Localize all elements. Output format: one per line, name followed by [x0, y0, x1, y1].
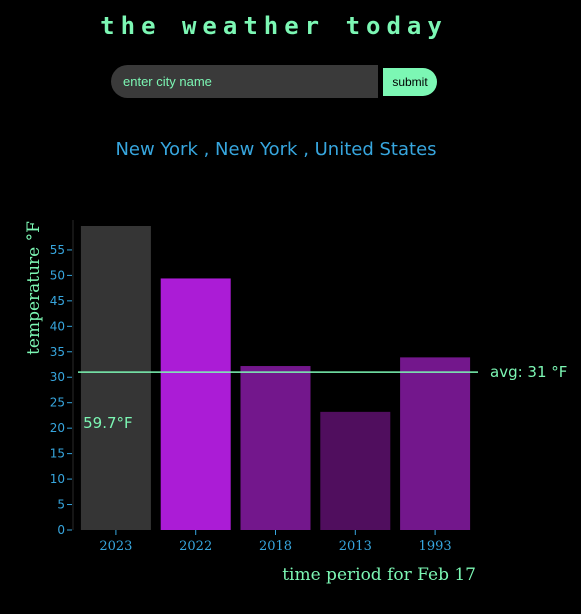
- y-axis-title: temperature °F: [24, 221, 44, 355]
- data-labels-layer: 59.7°F: [83, 414, 133, 432]
- average-label: avg: 31 °F: [490, 363, 567, 381]
- y-tick-label: 25: [50, 396, 65, 410]
- bar-2018: [240, 366, 311, 530]
- axes-layer: 2023 2022 2018 2013 1993 0 5 10 15 20 25 30 35 40 45 50…: [24, 220, 476, 585]
- y-tick-label: 50: [50, 268, 65, 282]
- y-tick-label: 35: [50, 345, 65, 359]
- submit-button[interactable]: submit: [383, 68, 437, 96]
- average-layer: avg: 31 °F: [78, 363, 567, 381]
- location-text: New York , New York , United States: [115, 139, 437, 160]
- y-tick-label: 5: [57, 498, 65, 512]
- bar-1993: [400, 357, 471, 530]
- bar-data-label: 59.7°F: [83, 414, 133, 432]
- y-tick-label: 10: [50, 472, 65, 486]
- y-tick-label: 20: [50, 421, 65, 435]
- y-tick-label: 15: [50, 447, 65, 461]
- x-tick-label: 2018: [259, 539, 292, 554]
- city-search-input[interactable]: [111, 65, 378, 98]
- x-tick-label: 1993: [419, 539, 452, 554]
- bar-2023: [80, 226, 151, 530]
- x-tick-label: 2023: [99, 539, 132, 554]
- y-tick-label: 40: [50, 319, 65, 333]
- bars-layer: [80, 226, 471, 530]
- bar-2022: [160, 278, 231, 530]
- x-axis-title: time period for Feb 17: [282, 565, 476, 585]
- y-tick-label: 0: [57, 523, 65, 537]
- y-tick-label: 45: [50, 294, 65, 308]
- y-tick-label: 30: [50, 370, 65, 384]
- x-tick-label: 2022: [179, 539, 212, 554]
- app-title: the weather today: [100, 12, 448, 40]
- bar-2013: [320, 411, 391, 530]
- x-tick-label: 2013: [339, 539, 372, 554]
- y-tick-label: 55: [50, 243, 65, 257]
